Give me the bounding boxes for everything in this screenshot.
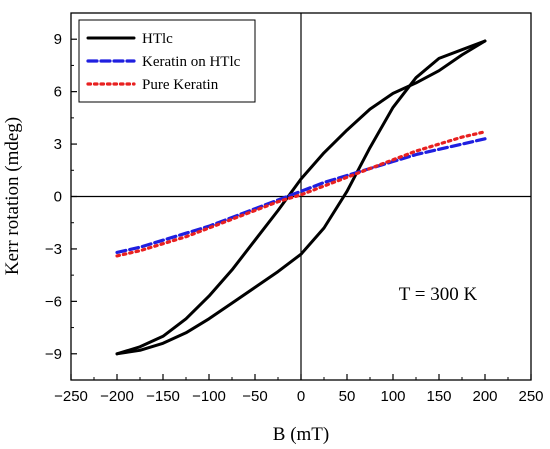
- y-tick-label: −3: [45, 241, 62, 258]
- htlc-line-branch-1: [115, 39, 487, 356]
- x-tick-label: 0: [297, 388, 305, 405]
- legend-label-keratin-on-htlc: Keratin on HTlc: [142, 54, 241, 70]
- x-tick-label: −50: [242, 388, 267, 405]
- legend: HTlc Keratin on HTlc Pure Keratin: [78, 19, 256, 103]
- temperature-annotation: T = 300 K: [399, 284, 478, 305]
- htlc-line-branch-2: [115, 39, 487, 356]
- legend-label-htlc: HTlc: [142, 31, 173, 47]
- x-tick-label: −200: [100, 388, 134, 405]
- y-axis-title: Kerr rotation (mdeg): [2, 117, 23, 275]
- zero-lines: [71, 13, 531, 380]
- legend-label-pure-keratin: Pure Keratin: [142, 77, 219, 93]
- series-layer: [115, 39, 487, 356]
- x-tick-label: 200: [472, 388, 497, 405]
- x-tick-label: 250: [518, 388, 543, 405]
- y-tick-label: −6: [45, 293, 62, 310]
- x-tick-label: −250: [54, 388, 88, 405]
- y-tick-label: 9: [54, 31, 62, 48]
- y-tick-label: −9: [45, 346, 62, 363]
- y-tick-label: 0: [54, 189, 62, 206]
- pure-keratin-line: [115, 130, 487, 258]
- tick-marks: −250 −200 −150 −100 −50 0 50 100 150 200 250 −9 −6 −3…: [45, 31, 544, 405]
- y-tick-label: 6: [54, 84, 62, 101]
- x-tick-label: 150: [426, 388, 451, 405]
- x-tick-label: −100: [192, 388, 226, 405]
- x-tick-label: 100: [380, 388, 405, 405]
- keratin-on-htlc-line: [115, 137, 487, 254]
- x-tick-label: −150: [146, 388, 180, 405]
- x-axis-title: B (mT): [273, 424, 329, 445]
- y-tick-label: 3: [54, 136, 62, 153]
- x-tick-label: 50: [339, 388, 356, 405]
